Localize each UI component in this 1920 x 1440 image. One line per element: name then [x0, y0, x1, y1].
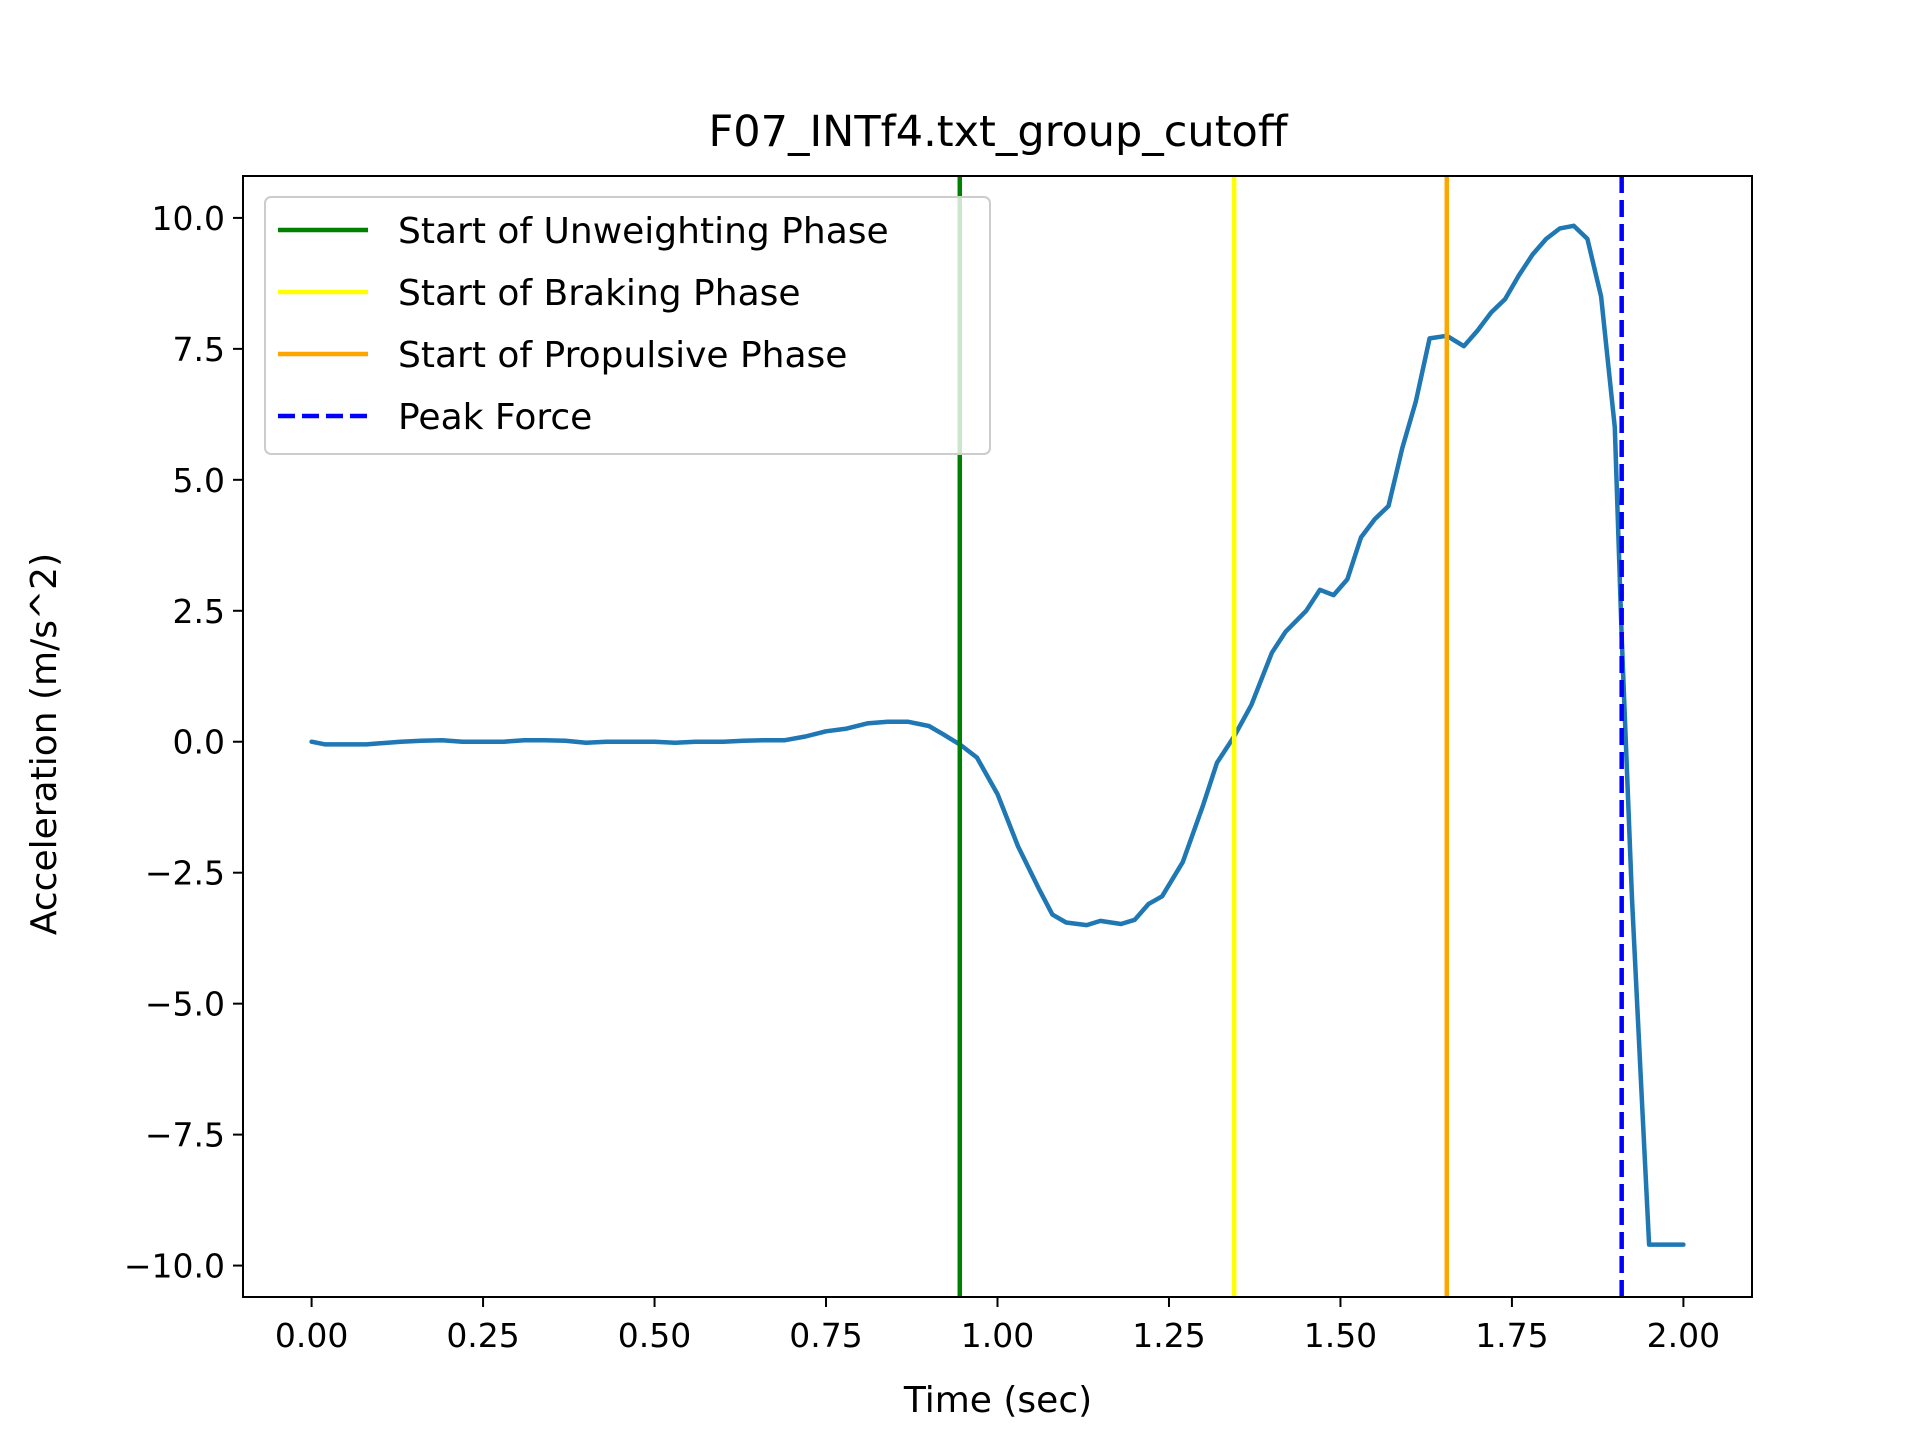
x-tick-label: 0.25: [446, 1316, 519, 1355]
y-tick-label: 2.5: [173, 592, 225, 631]
x-tick-label: 1.75: [1475, 1316, 1548, 1355]
x-tick-label: 0.50: [618, 1316, 691, 1355]
legend-label-3: Peak Force: [398, 397, 592, 438]
x-tick-label: 1.00: [961, 1316, 1034, 1355]
y-tick-label: 10.0: [152, 199, 225, 238]
x-axis-label: Time (sec): [903, 1380, 1092, 1421]
x-tick-label: 0.75: [789, 1316, 862, 1355]
x-axis-ticks: 0.00 0.25 0.50 0.75 1.00 1.25 1.50 1.75 2.00: [275, 1297, 1720, 1355]
x-tick-label: 1.25: [1132, 1316, 1205, 1355]
y-tick-label: 0.0: [173, 723, 225, 762]
y-axis-ticks: 10.0 7.5 5.0 2.5 0.0 −2.5 −5.0 −7.5 −10.0: [124, 199, 243, 1286]
legend-frame: [264, 196, 991, 455]
y-tick-label: −5.0: [145, 985, 225, 1024]
legend-label-0: Start of Unweighting Phase: [398, 211, 889, 252]
x-tick-label: 2.00: [1647, 1316, 1720, 1355]
y-tick-label: 5.0: [173, 461, 225, 500]
y-tick-label: −7.5: [145, 1116, 225, 1155]
chart-title: F07_INTf4.txt_group_cutoff: [709, 107, 1289, 157]
legend-label-1: Start of Braking Phase: [398, 273, 801, 314]
y-tick-label: −10.0: [124, 1247, 225, 1286]
y-tick-label: −2.5: [145, 854, 225, 893]
legend-label-2: Start of Propulsive Phase: [398, 335, 847, 376]
legend: Start of Unweighting Phase Start of Braki…: [264, 196, 991, 455]
y-axis-label: Acceleration (m/s^2): [24, 553, 65, 935]
y-tick-label: 7.5: [173, 330, 225, 369]
x-tick-label: 0.00: [275, 1316, 348, 1355]
series-line-0: [309, 223, 1686, 1247]
x-tick-label: 1.50: [1304, 1316, 1377, 1355]
